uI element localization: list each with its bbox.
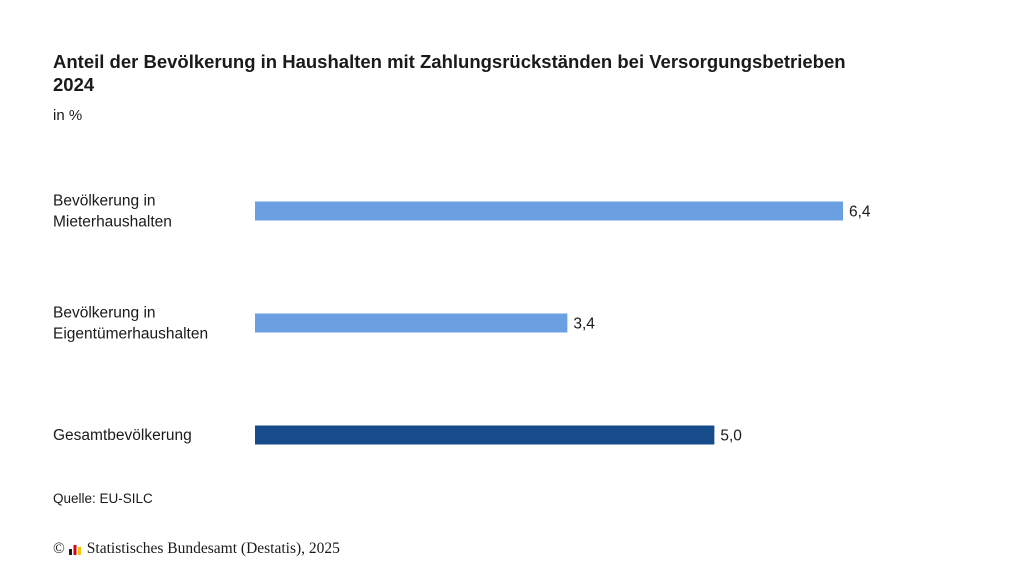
category-label-line: Gesamtbevölkerung <box>53 427 192 444</box>
bar <box>255 313 568 333</box>
bar-chart: Bevölkerung in Mieterhaushalten 6,4 Bevölke… <box>53 193 871 445</box>
category-label: Bevölkerung in Mieterhaushalten <box>53 193 172 231</box>
category-label-line: Eigentümerhaushalten <box>53 326 208 343</box>
chart-title: Anteil der Bevölkerung in Haushalten mit… <box>53 50 953 96</box>
value-label: 3,4 <box>573 316 595 333</box>
copyright-line: © Statistisches Bundesamt (Destatis), 20… <box>53 540 340 558</box>
category-label-line: Bevölkerung in <box>53 305 156 322</box>
source-note: Quelle: EU-SILC <box>53 491 153 506</box>
category-label-line: Mieterhaushalten <box>53 214 172 231</box>
bar <box>255 201 843 221</box>
category-label: Bevölkerung in Eigentümerhaushalten <box>53 305 208 343</box>
chart-title-line-2: 2024 <box>53 74 95 95</box>
value-label: 6,4 <box>849 204 871 221</box>
chart-title-line-1: Anteil der Bevölkerung in Haushalten mit… <box>53 51 846 72</box>
value-label: 5,0 <box>720 428 742 445</box>
chart-unit: in % <box>53 107 83 124</box>
copyright-symbol: © <box>53 540 65 557</box>
destatis-logo-icon <box>68 545 81 555</box>
bar <box>255 425 715 445</box>
category-label-line: Bevölkerung in <box>53 193 156 210</box>
copyright-text: Statistisches Bundesamt (Destatis), 2025 <box>86 540 340 557</box>
category-label: Gesamtbevölkerung <box>53 427 192 444</box>
